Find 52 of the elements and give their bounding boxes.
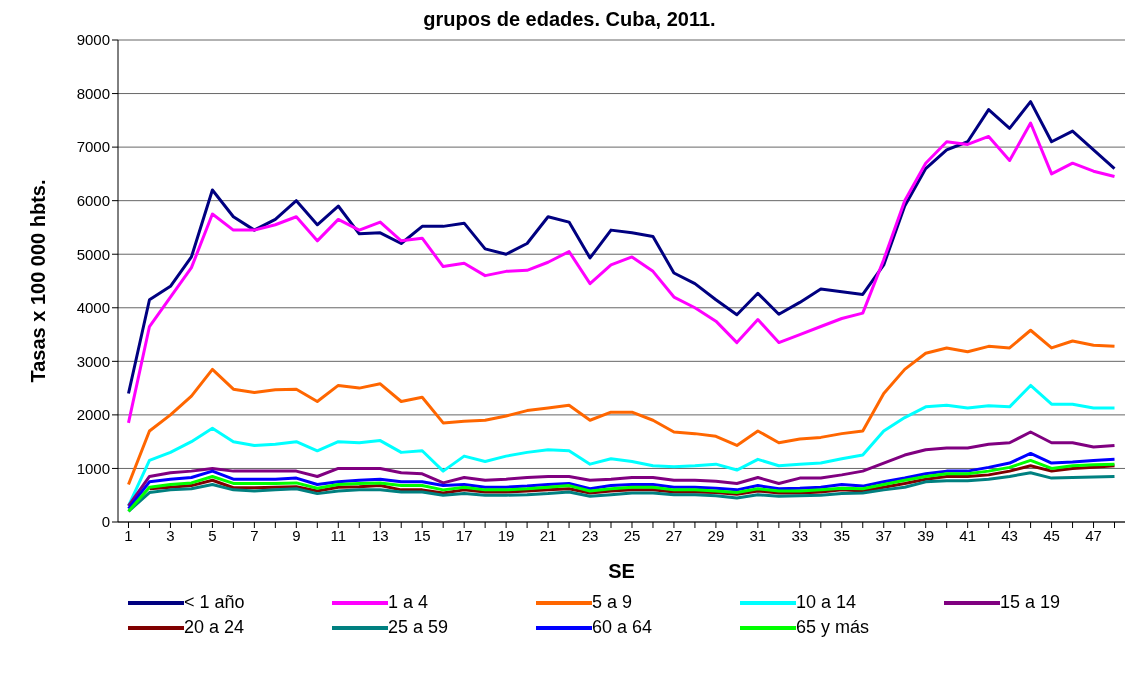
line-series — [126, 121, 1117, 425]
x-tick-label: 29 — [707, 526, 725, 544]
x-tick-label: 45 — [1043, 526, 1060, 544]
y-tick-label: 5000 — [76, 245, 110, 263]
x-tick-label: 17 — [455, 526, 473, 544]
x-tick-label: 15 — [413, 526, 431, 544]
x-tick-label: 19 — [497, 526, 515, 544]
y-axis-title: Tasas x 100 000 hbts. — [27, 179, 50, 383]
chart-title: grupos de edades. Cuba, 2011. — [422, 8, 717, 32]
line-series — [126, 383, 1117, 508]
x-tick-label: 5 — [208, 526, 217, 544]
y-tick-label: 4000 — [76, 299, 110, 317]
x-tick-label: 35 — [833, 526, 851, 544]
line-series — [126, 100, 1117, 395]
x-tick-label: 27 — [665, 526, 683, 544]
legend-label: 10 a 14 — [796, 592, 857, 613]
y-tick-label: 9000 — [76, 31, 110, 49]
y-tick-label: 2000 — [76, 406, 110, 424]
x-tick-label: 31 — [749, 526, 767, 544]
y-tick-label: 0 — [101, 513, 110, 531]
line-series — [126, 328, 1117, 487]
x-axis-title: SE — [608, 560, 635, 582]
legend-label: 1 a 4 — [388, 592, 429, 613]
y-tick-label: 7000 — [76, 138, 110, 156]
x-tick-label: 7 — [250, 526, 259, 544]
legend-label: 60 a 64 — [592, 617, 653, 638]
legend-label: < 1 año — [184, 592, 245, 613]
x-tick-label: 3 — [166, 526, 175, 544]
legend-label: 65 y más — [796, 617, 870, 638]
x-tick-label: 25 — [623, 526, 641, 544]
y-tick-label: 1000 — [76, 459, 110, 477]
x-tick-label: 1 — [124, 526, 133, 544]
line-series — [147, 464, 1117, 496]
x-tick-label: 11 — [330, 526, 347, 544]
x-tick-label: 41 — [959, 526, 976, 544]
x-tick-label: 37 — [875, 526, 893, 544]
x-tick-label: 23 — [581, 526, 599, 544]
line-series — [126, 430, 1117, 508]
x-tick-label: 21 — [539, 526, 557, 544]
y-tick-label: 3000 — [76, 352, 110, 370]
y-tick-label: 6000 — [76, 191, 110, 209]
legend-label: 15 a 19 — [1000, 592, 1061, 613]
legend-label: 20 a 24 — [184, 617, 245, 638]
x-tick-label: 43 — [1001, 526, 1018, 544]
x-tick-label: 39 — [917, 526, 935, 544]
x-tick-label: 33 — [791, 526, 809, 544]
legend-label: 5 a 9 — [592, 592, 633, 613]
x-tick-label: 47 — [1085, 526, 1102, 544]
y-tick-label: 8000 — [76, 84, 110, 102]
x-tick-label: 13 — [371, 526, 389, 544]
x-tick-label: 9 — [292, 526, 301, 544]
legend-label: 25 a 59 — [388, 617, 449, 638]
